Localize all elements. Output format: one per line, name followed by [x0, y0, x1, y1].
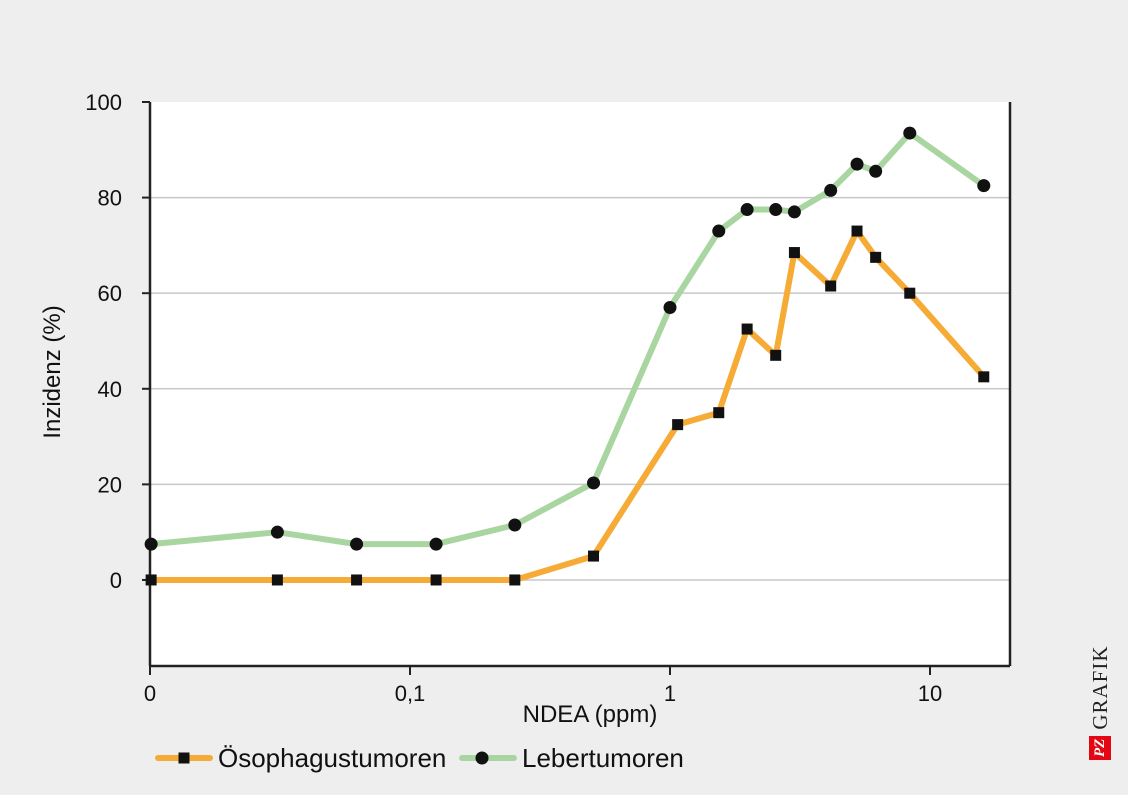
brand-word: GRAFIK	[1087, 645, 1112, 730]
legend-marker	[178, 752, 190, 764]
data-point	[787, 205, 801, 219]
data-point	[429, 537, 443, 551]
y-tick-label: 100	[85, 90, 122, 115]
data-point	[903, 126, 917, 140]
legend-marker	[475, 751, 489, 765]
brand-mark: PZ	[1089, 735, 1111, 760]
data-point	[770, 349, 782, 361]
series-1-markers	[145, 225, 990, 586]
data-point	[271, 574, 283, 586]
data-point	[430, 574, 442, 586]
y-tick-label: 20	[98, 472, 122, 497]
data-point	[144, 537, 158, 551]
data-point	[851, 225, 863, 237]
data-point	[350, 537, 364, 551]
series-line	[148, 130, 987, 548]
data-point	[825, 280, 837, 292]
series-2	[148, 130, 987, 548]
plot-background	[150, 102, 1010, 666]
data-point	[663, 301, 677, 315]
y-tick-label: 40	[98, 377, 122, 402]
data-point	[850, 157, 864, 171]
data-point	[788, 247, 800, 259]
data-point	[741, 323, 753, 335]
y-tick-label: 80	[98, 186, 122, 211]
data-point	[508, 518, 522, 532]
data-point	[870, 251, 882, 263]
x-tick-label: 0,1	[395, 681, 426, 706]
data-point	[588, 550, 600, 562]
y-axis-title: Inzidenz (%)	[39, 305, 66, 438]
series-line	[148, 228, 987, 583]
data-point	[145, 574, 157, 586]
data-point	[769, 203, 783, 217]
data-point	[977, 179, 991, 193]
x-tick-label: 1	[664, 681, 676, 706]
data-point	[712, 224, 726, 238]
data-point	[351, 574, 363, 586]
data-point	[270, 525, 284, 539]
data-point	[672, 419, 684, 431]
series-1	[148, 228, 987, 583]
data-point	[869, 164, 883, 178]
legend: Ösophagustumoren Lebertumoren	[155, 743, 684, 773]
y-tick-label: 0	[110, 568, 122, 593]
x-axis-title: NDEA (ppm)	[523, 701, 658, 728]
series-layer	[144, 126, 991, 586]
legend-label: Lebertumoren	[522, 743, 684, 773]
legend-item: Ösophagustumoren	[155, 743, 446, 773]
data-point	[713, 407, 725, 419]
brand-logo: PZ GRAFIK	[1086, 620, 1114, 770]
axes	[142, 101, 1012, 675]
tick-labels: 0 20 40 60 80 100 0 0,1 1 10	[85, 90, 942, 706]
data-point	[509, 574, 521, 586]
legend-item: Lebertumoren	[459, 743, 684, 773]
data-point	[904, 287, 916, 299]
data-point	[824, 183, 838, 197]
legend-label: Ösophagustumoren	[218, 743, 446, 773]
x-tick-label: 10	[918, 681, 942, 706]
data-point	[978, 371, 990, 383]
data-point	[587, 476, 601, 490]
x-tick-label: 0	[144, 681, 156, 706]
data-point	[740, 203, 754, 217]
y-tick-label: 60	[98, 281, 122, 306]
series-2-markers	[144, 126, 991, 551]
